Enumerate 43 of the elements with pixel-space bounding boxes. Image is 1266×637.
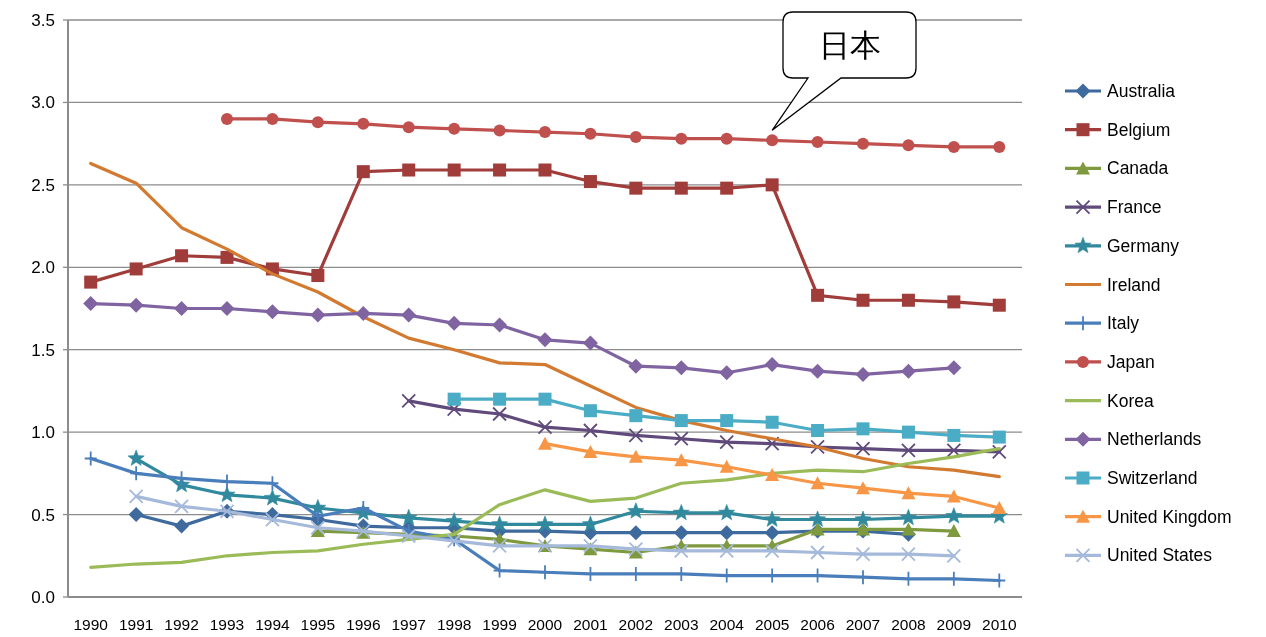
- y-tick-label: 0.0: [31, 588, 55, 607]
- legend-label: Belgium: [1107, 119, 1171, 140]
- x-tick-label: 1999: [482, 616, 517, 633]
- x-tick-label: 1996: [346, 616, 381, 633]
- y-tick-label: 2.5: [31, 175, 55, 195]
- x-tick-label: 2009: [936, 616, 972, 633]
- x-tick-label: 2000: [527, 616, 563, 633]
- x-tick-label: 1995: [300, 616, 336, 633]
- x-tick-label: 2008: [891, 616, 926, 633]
- x-tick-label: 2006: [800, 616, 835, 633]
- legend-label: Italy: [1107, 313, 1140, 334]
- y-tick-label: 1.0: [31, 423, 55, 443]
- legend-label: Australia: [1107, 81, 1176, 101]
- x-tick-label: 1994: [255, 616, 291, 633]
- annotation: 日本: [818, 28, 881, 63]
- x-tick-label: 2010: [982, 616, 1017, 633]
- legend-label: United Kingdom: [1107, 506, 1232, 527]
- x-tick-label: 1990: [73, 616, 109, 633]
- legend-label: Canada: [1107, 158, 1169, 179]
- y-tick-label: 1.5: [31, 340, 55, 360]
- x-tick-label: 1997: [391, 616, 426, 633]
- legend-label: United States: [1107, 545, 1213, 566]
- legend-label: Ireland: [1107, 274, 1161, 295]
- y-tick-label: 3.5: [31, 11, 55, 30]
- x-tick-label: 2004: [709, 616, 745, 633]
- x-tick-label: 1993: [209, 616, 245, 633]
- legend-label: Germany: [1107, 235, 1180, 256]
- y-tick-label: 3.0: [31, 93, 55, 113]
- x-tick-label: 1992: [164, 616, 199, 633]
- legend-label: France: [1107, 197, 1162, 218]
- x-tick-label: 2003: [664, 616, 699, 633]
- x-tick-label: 1991: [118, 616, 154, 633]
- x-tick-label: 2002: [618, 616, 654, 633]
- y-tick-label: 2.0: [31, 258, 55, 278]
- x-tick-label: 2007: [845, 616, 881, 633]
- x-tick-label: 2005: [754, 616, 790, 633]
- legend-label: Netherlands: [1107, 429, 1202, 450]
- x-tick-label: 1998: [436, 616, 472, 633]
- y-tick-label: 0.5: [31, 505, 55, 525]
- legend-label: Korea: [1107, 390, 1154, 411]
- x-tick-label: 2001: [573, 616, 608, 633]
- legend-label: Japan: [1107, 351, 1155, 372]
- legend-label: Switzerland: [1107, 468, 1198, 488]
